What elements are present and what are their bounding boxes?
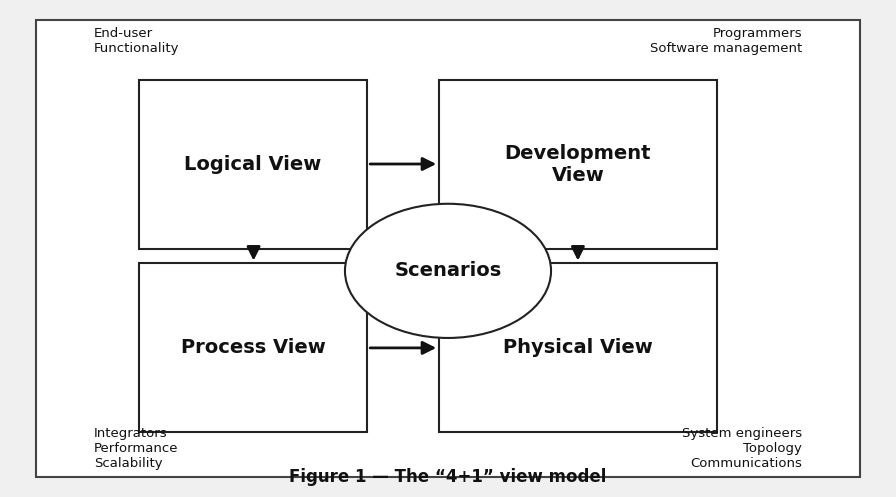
Text: Process View: Process View [181,338,325,357]
Text: Logical View: Logical View [185,155,322,173]
Text: Scenarios: Scenarios [394,261,502,280]
Text: Figure 1 — The “4+1” view model: Figure 1 — The “4+1” view model [289,468,607,486]
Text: System engineers
Topology
Communications: System engineers Topology Communications [682,426,802,470]
Bar [439,80,717,248]
Text: Physical View: Physical View [503,338,653,357]
Bar [139,263,367,432]
Ellipse shape [345,204,551,338]
Bar [139,80,367,248]
Text: Integrators
Performance
Scalability: Integrators Performance Scalability [94,426,178,470]
Text: Programmers
Software management: Programmers Software management [650,27,802,55]
Text: End-user
Functionality: End-user Functionality [94,27,179,55]
Bar [439,263,717,432]
Text: Development
View: Development View [504,144,651,184]
